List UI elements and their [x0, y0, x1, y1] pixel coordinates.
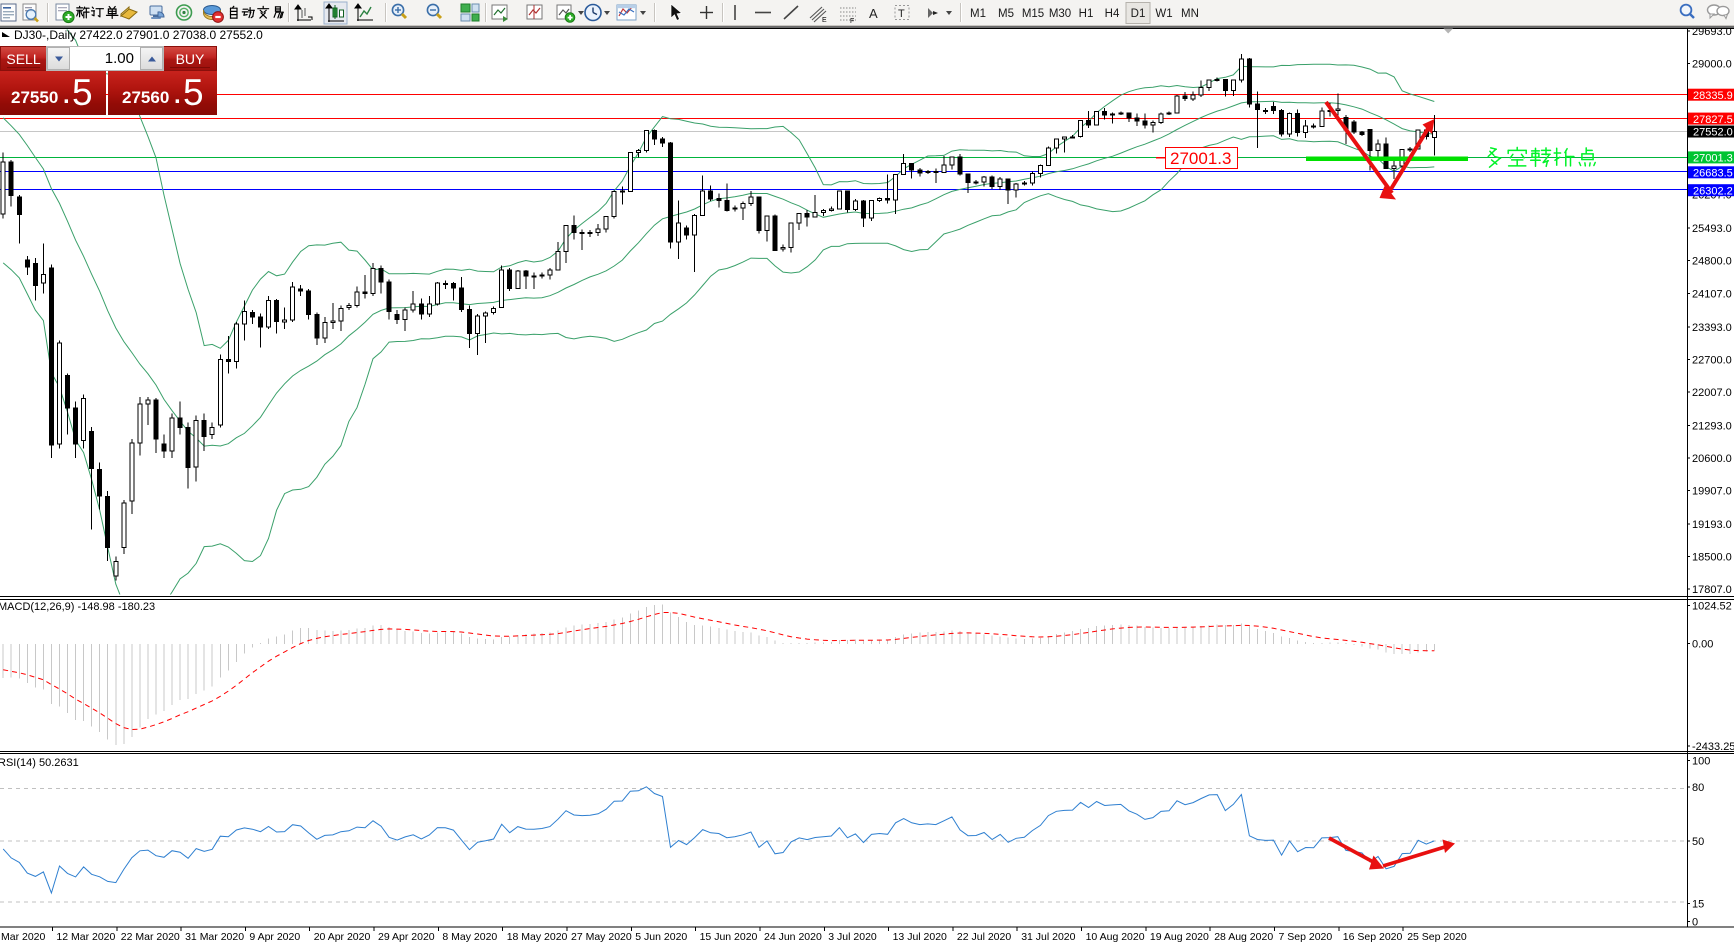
svg-text:M5: M5 — [998, 8, 1014, 20]
svg-text:D1: D1 — [1131, 8, 1146, 20]
svg-text:3 Jul 2020: 3 Jul 2020 — [828, 931, 877, 943]
svg-text:18500.0: 18500.0 — [1692, 552, 1732, 564]
svg-text:27 May 2020: 27 May 2020 — [571, 931, 632, 943]
svg-text:20600.0: 20600.0 — [1692, 453, 1732, 465]
svg-text:1024.52: 1024.52 — [1692, 601, 1732, 613]
svg-text:A: A — [869, 6, 878, 21]
svg-text:H4: H4 — [1105, 8, 1120, 20]
svg-text:27552.0: 27552.0 — [1693, 127, 1733, 139]
svg-text:22007.0: 22007.0 — [1692, 387, 1732, 399]
svg-text:27001.3: 27001.3 — [1170, 149, 1231, 168]
svg-text:28 Aug 2020: 28 Aug 2020 — [1214, 931, 1273, 943]
svg-text:80: 80 — [1692, 782, 1704, 794]
svg-text:Mar 2020: Mar 2020 — [1, 931, 46, 943]
svg-text:16 Sep 2020: 16 Sep 2020 — [1343, 931, 1403, 943]
svg-text:13 Jul 2020: 13 Jul 2020 — [893, 931, 947, 943]
svg-text:18 May 2020: 18 May 2020 — [507, 931, 568, 943]
svg-text:22 Mar 2020: 22 Mar 2020 — [121, 931, 180, 943]
svg-text:H1: H1 — [1079, 8, 1094, 20]
svg-text:E: E — [822, 17, 827, 24]
svg-text:27827.5: 27827.5 — [1693, 114, 1733, 126]
svg-text:50: 50 — [1692, 836, 1704, 848]
svg-text:15 Jun 2020: 15 Jun 2020 — [700, 931, 758, 943]
svg-text:29 Apr 2020: 29 Apr 2020 — [378, 931, 435, 943]
svg-text:DJ30-,Daily 27422.0 27901.0 2: DJ30-,Daily 27422.0 27901.0 27038.0 2755… — [14, 28, 263, 42]
svg-text:F: F — [850, 18, 854, 25]
svg-text:19907.0: 19907.0 — [1692, 485, 1732, 497]
svg-text:10 Aug 2020: 10 Aug 2020 — [1086, 931, 1145, 943]
svg-text:9 Apr 2020: 9 Apr 2020 — [249, 931, 300, 943]
svg-text:M1: M1 — [970, 8, 986, 20]
svg-text:22700.0: 22700.0 — [1692, 354, 1732, 366]
svg-text:24800.0: 24800.0 — [1692, 256, 1732, 268]
svg-text:MN: MN — [1181, 8, 1199, 20]
svg-text:20 Apr 2020: 20 Apr 2020 — [314, 931, 371, 943]
svg-text:19 Aug 2020: 19 Aug 2020 — [1150, 931, 1209, 943]
svg-text:M30: M30 — [1049, 8, 1071, 20]
svg-text:5 Jun 2020: 5 Jun 2020 — [635, 931, 687, 943]
svg-text:15: 15 — [1692, 899, 1704, 911]
svg-text:M15: M15 — [1022, 8, 1044, 20]
svg-text:29000.0: 29000.0 — [1692, 59, 1732, 71]
svg-text:26683.5: 26683.5 — [1693, 168, 1733, 180]
svg-text:-2433.25: -2433.25 — [1692, 741, 1734, 753]
svg-text:12 Mar 2020: 12 Mar 2020 — [56, 931, 115, 943]
svg-text:RSI(14) 50.2631: RSI(14) 50.2631 — [0, 757, 79, 769]
svg-text:0.00: 0.00 — [1692, 639, 1713, 651]
svg-text:100: 100 — [1692, 756, 1710, 768]
svg-text:31 Mar 2020: 31 Mar 2020 — [185, 931, 244, 943]
svg-text:29693.0: 29693.0 — [1692, 26, 1732, 38]
svg-text:17807.0: 17807.0 — [1692, 584, 1732, 596]
svg-text:19193.0: 19193.0 — [1692, 519, 1732, 531]
svg-text:26302.2: 26302.2 — [1693, 185, 1733, 197]
svg-text:27001.3: 27001.3 — [1693, 153, 1733, 165]
svg-text:28335.9: 28335.9 — [1693, 90, 1733, 102]
svg-text:24107.0: 24107.0 — [1692, 288, 1732, 300]
svg-text:22 Jul 2020: 22 Jul 2020 — [957, 931, 1011, 943]
svg-text:21293.0: 21293.0 — [1692, 420, 1732, 432]
svg-text:W1: W1 — [1155, 8, 1172, 20]
svg-text:0: 0 — [1692, 916, 1698, 928]
svg-text:7 Sep 2020: 7 Sep 2020 — [1279, 931, 1333, 943]
svg-text:MACD(12,26,9) -148.98 -180.23: MACD(12,26,9) -148.98 -180.23 — [0, 601, 155, 613]
svg-text:T: T — [898, 8, 905, 20]
svg-text:8 May 2020: 8 May 2020 — [442, 931, 497, 943]
svg-text:23393.0: 23393.0 — [1692, 322, 1732, 334]
svg-text:25 Sep 2020: 25 Sep 2020 — [1407, 931, 1467, 943]
svg-text:24 Jun 2020: 24 Jun 2020 — [764, 931, 822, 943]
svg-text:25493.0: 25493.0 — [1692, 223, 1732, 235]
svg-text:31 Jul 2020: 31 Jul 2020 — [1021, 931, 1075, 943]
